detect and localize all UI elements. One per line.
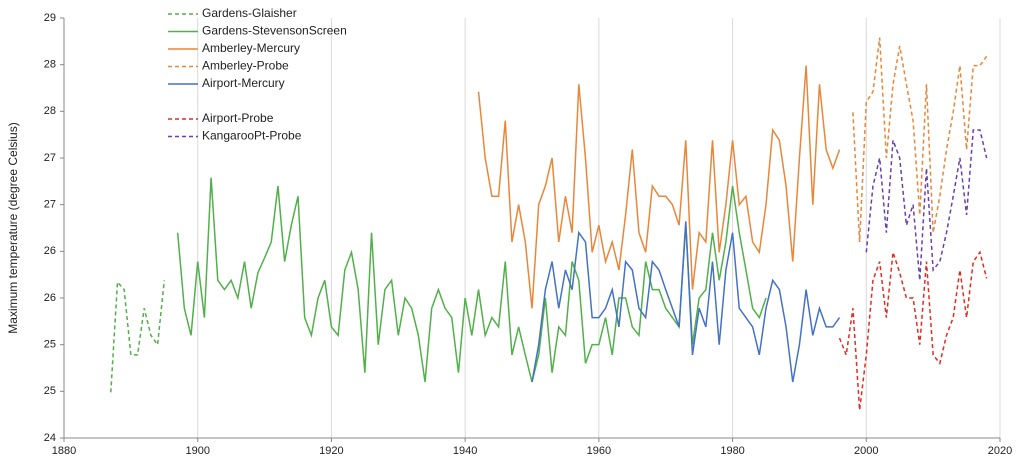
legend-label: Gardens-StevensonScreen — [202, 24, 347, 38]
legend-label: KangarooPt-Probe — [202, 129, 302, 143]
y-tick-label: 29 — [44, 12, 56, 24]
series-line — [531, 221, 841, 383]
x-tick-label: 2000 — [854, 445, 878, 457]
y-tick-label: 26 — [44, 292, 56, 304]
y-tick-label: 28 — [44, 105, 56, 117]
y-tick-label: 26 — [44, 245, 56, 257]
series-line — [110, 280, 166, 393]
series-line — [852, 37, 988, 243]
x-tick-label: 1980 — [720, 445, 744, 457]
x-tick-label: 1920 — [319, 445, 343, 457]
series-line — [176, 177, 767, 383]
y-tick-label: 28 — [44, 59, 56, 71]
y-tick-label: 24 — [44, 432, 56, 444]
x-tick-label: 1880 — [52, 445, 76, 457]
legend-label: Airport-Mercury — [202, 76, 285, 90]
y-tick-label: 27 — [44, 199, 56, 211]
y-tick-label: 25 — [44, 339, 56, 351]
x-tick-label: 2020 — [988, 445, 1012, 457]
series-line — [865, 129, 988, 281]
y-tick-label: 25 — [44, 385, 56, 397]
legend-label: Gardens-Glaisher — [202, 6, 297, 20]
x-tick-label: 1900 — [185, 445, 209, 457]
series-line — [477, 65, 841, 309]
series-line — [838, 250, 988, 411]
legend-label: Amberley-Mercury — [202, 41, 300, 55]
legend-label: Airport-Probe — [202, 111, 274, 125]
x-tick-label: 1940 — [453, 445, 477, 457]
legend-label: Amberley-Probe — [202, 59, 289, 73]
y-axis-label: Maximum temperature (degree Celsius) — [6, 122, 20, 333]
x-tick-label: 1960 — [587, 445, 611, 457]
y-tick-label: 27 — [44, 152, 56, 164]
